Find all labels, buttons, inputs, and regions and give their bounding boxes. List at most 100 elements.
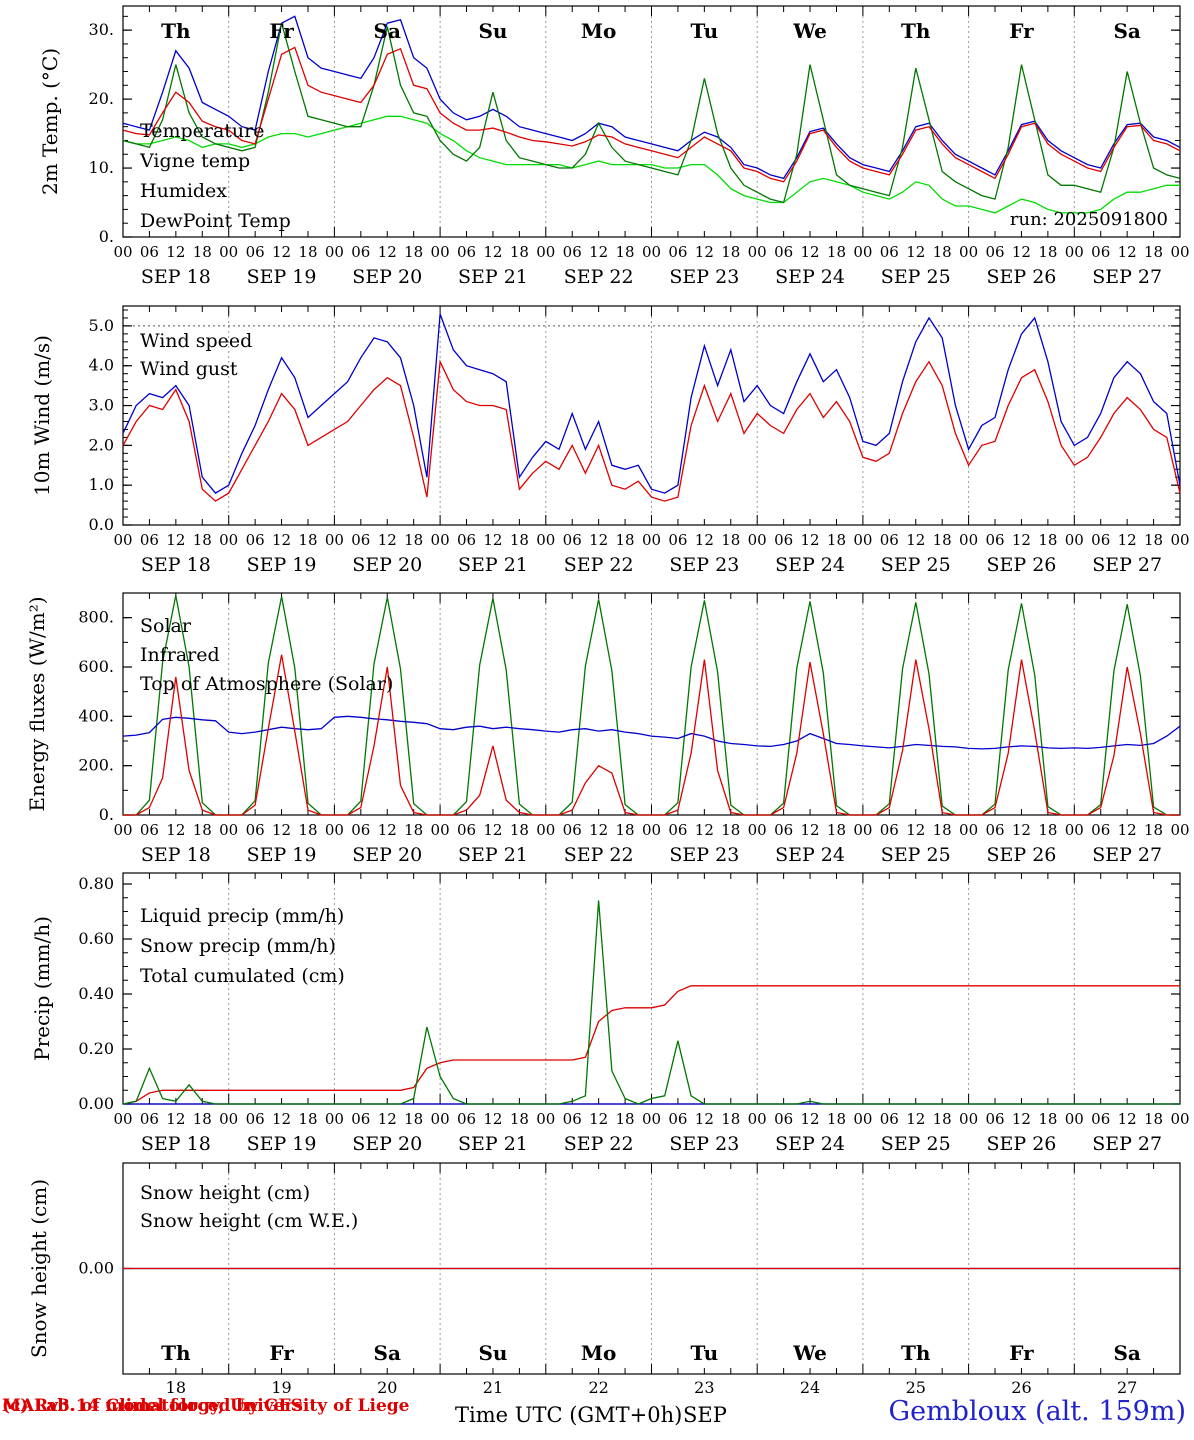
day-number-label: 19 bbox=[271, 1378, 291, 1397]
y-tick-label: 1.0 bbox=[89, 475, 114, 494]
hour-tick-label: 00 bbox=[325, 243, 344, 261]
date-label: SEP 19 bbox=[247, 554, 317, 576]
credit-line2: (c) Lab. of Climatology, University of L… bbox=[2, 1396, 410, 1416]
hour-tick-label: 06 bbox=[351, 821, 370, 839]
hour-tick-label: 00 bbox=[642, 531, 661, 549]
day-of-week-label: Th bbox=[161, 1341, 191, 1365]
energy-fluxes-panel: 0. 200. 400. 600. 800. Solar Infrared Top of At… bbox=[0, 590, 1194, 872]
hour-tick-label: 12 bbox=[378, 243, 397, 261]
hour-tick-label: 18 bbox=[616, 1110, 635, 1128]
day-number-label: 26 bbox=[1011, 1378, 1031, 1397]
hour-tick-label: 06 bbox=[457, 531, 476, 549]
legend-total-cumulated-cm-: Total cumulated (cm) bbox=[140, 965, 345, 987]
hour-tick-label: 06 bbox=[774, 1110, 793, 1128]
hour-tick-label: 06 bbox=[140, 531, 159, 549]
hour-tick-label: 18 bbox=[721, 531, 740, 549]
temperature-panel: 0. 10. 20. 30. Temperature Vigne temp Humidex D… bbox=[0, 0, 1194, 302]
hour-tick-label: 06 bbox=[563, 1110, 582, 1128]
y-tick-label: 0.0 bbox=[89, 515, 114, 534]
day-of-week-label: Sa bbox=[1113, 19, 1140, 43]
date-label: SEP 21 bbox=[458, 844, 528, 866]
y-tick-label: 0.00 bbox=[78, 1094, 114, 1113]
series-wind-speed bbox=[122, 359, 1181, 502]
series-infrared bbox=[122, 715, 1181, 750]
y-tick-label: 3.0 bbox=[89, 396, 114, 415]
hour-tick-label: 12 bbox=[483, 243, 502, 261]
date-label: SEP 25 bbox=[881, 554, 951, 576]
legend-top-of-atmosphere-solar-: Top of Atmosphere (Solar) bbox=[140, 673, 393, 695]
hour-tick-label: 06 bbox=[140, 243, 159, 261]
hour-tick-label: 06 bbox=[140, 1110, 159, 1128]
y-tick-label: 0. bbox=[99, 227, 114, 246]
y-tick-label: 2.0 bbox=[89, 435, 114, 454]
series-dewpoint-temp bbox=[122, 115, 1180, 214]
hour-tick-label: 00 bbox=[1065, 243, 1084, 261]
hour-tick-label: 06 bbox=[246, 821, 265, 839]
hour-tick-label: 18 bbox=[827, 1110, 846, 1128]
date-label: SEP 22 bbox=[564, 554, 634, 576]
hour-tick-label: 06 bbox=[880, 243, 899, 261]
10m-wind-chart: 0.0 1.0 2.0 3.0 4.0 5.0 Wind speed Wind gust 00 0… bbox=[30, 305, 1190, 576]
hour-tick-label: 12 bbox=[1118, 531, 1137, 549]
date-label: SEP 26 bbox=[987, 554, 1057, 576]
hour-tick-label: 00 bbox=[431, 821, 450, 839]
day-of-week-label: Fr bbox=[269, 19, 294, 43]
legend-infrared: Infrared bbox=[140, 644, 220, 666]
hour-tick-label: 18 bbox=[193, 821, 212, 839]
legend-snow-precip-mm-h-: Snow precip (mm/h) bbox=[140, 935, 336, 957]
date-label: SEP 20 bbox=[352, 266, 422, 288]
series-total-cumulated-cm- bbox=[122, 985, 1180, 1105]
hour-tick-label: 00 bbox=[1170, 821, 1189, 839]
hour-tick-label: 12 bbox=[906, 821, 925, 839]
y-tick-label: 600. bbox=[78, 657, 114, 676]
hour-tick-label: 12 bbox=[1118, 1110, 1137, 1128]
hour-tick-label: 12 bbox=[378, 531, 397, 549]
hour-tick-label: 12 bbox=[483, 531, 502, 549]
hour-tick-label: 12 bbox=[166, 531, 185, 549]
hour-tick-label: 18 bbox=[510, 243, 529, 261]
legend-humidex: Humidex bbox=[140, 180, 227, 202]
y-tick-label: 30. bbox=[89, 20, 114, 39]
hour-tick-label: 00 bbox=[536, 243, 555, 261]
y-tick-label: 5.0 bbox=[89, 316, 114, 335]
hour-tick-label: 12 bbox=[906, 531, 925, 549]
hour-tick-label: 18 bbox=[298, 243, 317, 261]
hour-tick-label: 12 bbox=[272, 821, 291, 839]
hour-tick-label: 06 bbox=[563, 821, 582, 839]
hour-tick-label: 18 bbox=[827, 531, 846, 549]
hour-tick-label: 06 bbox=[246, 243, 265, 261]
hour-tick-label: 18 bbox=[616, 531, 635, 549]
date-label: SEP 19 bbox=[247, 844, 317, 866]
hour-tick-label: 00 bbox=[1065, 821, 1084, 839]
hour-tick-label: 00 bbox=[853, 531, 872, 549]
series-humidex bbox=[122, 15, 1181, 180]
day-number-label: 20 bbox=[377, 1378, 397, 1397]
day-of-week-label: Th bbox=[901, 19, 931, 43]
hour-tick-label: 00 bbox=[219, 531, 238, 549]
hour-tick-label: 06 bbox=[563, 243, 582, 261]
hour-tick-label: 00 bbox=[536, 821, 555, 839]
date-label: SEP 27 bbox=[1092, 1133, 1162, 1155]
date-label: SEP 24 bbox=[775, 266, 845, 288]
day-number-label: 21 bbox=[483, 1378, 503, 1397]
date-label: SEP 20 bbox=[352, 1133, 422, 1155]
day-number-label: 25 bbox=[906, 1378, 926, 1397]
day-number-label: 22 bbox=[588, 1378, 608, 1397]
hour-tick-label: 00 bbox=[748, 243, 767, 261]
hour-tick-label: 00 bbox=[1170, 243, 1189, 261]
hour-tick-label: 18 bbox=[1038, 243, 1057, 261]
date-label: SEP 25 bbox=[881, 1133, 951, 1155]
hour-tick-label: 06 bbox=[351, 531, 370, 549]
hour-tick-label: 18 bbox=[193, 531, 212, 549]
date-label: SEP 18 bbox=[141, 554, 211, 576]
hour-tick-label: 12 bbox=[695, 243, 714, 261]
hour-tick-label: 18 bbox=[1038, 531, 1057, 549]
y-tick-label: 800. bbox=[78, 608, 114, 627]
hour-tick-label: 00 bbox=[748, 531, 767, 549]
hour-tick-label: 00 bbox=[1170, 531, 1189, 549]
hour-tick-label: 18 bbox=[933, 531, 952, 549]
date-label: SEP 26 bbox=[987, 266, 1057, 288]
hour-tick-label: 00 bbox=[642, 243, 661, 261]
hour-tick-label: 00 bbox=[536, 1110, 555, 1128]
